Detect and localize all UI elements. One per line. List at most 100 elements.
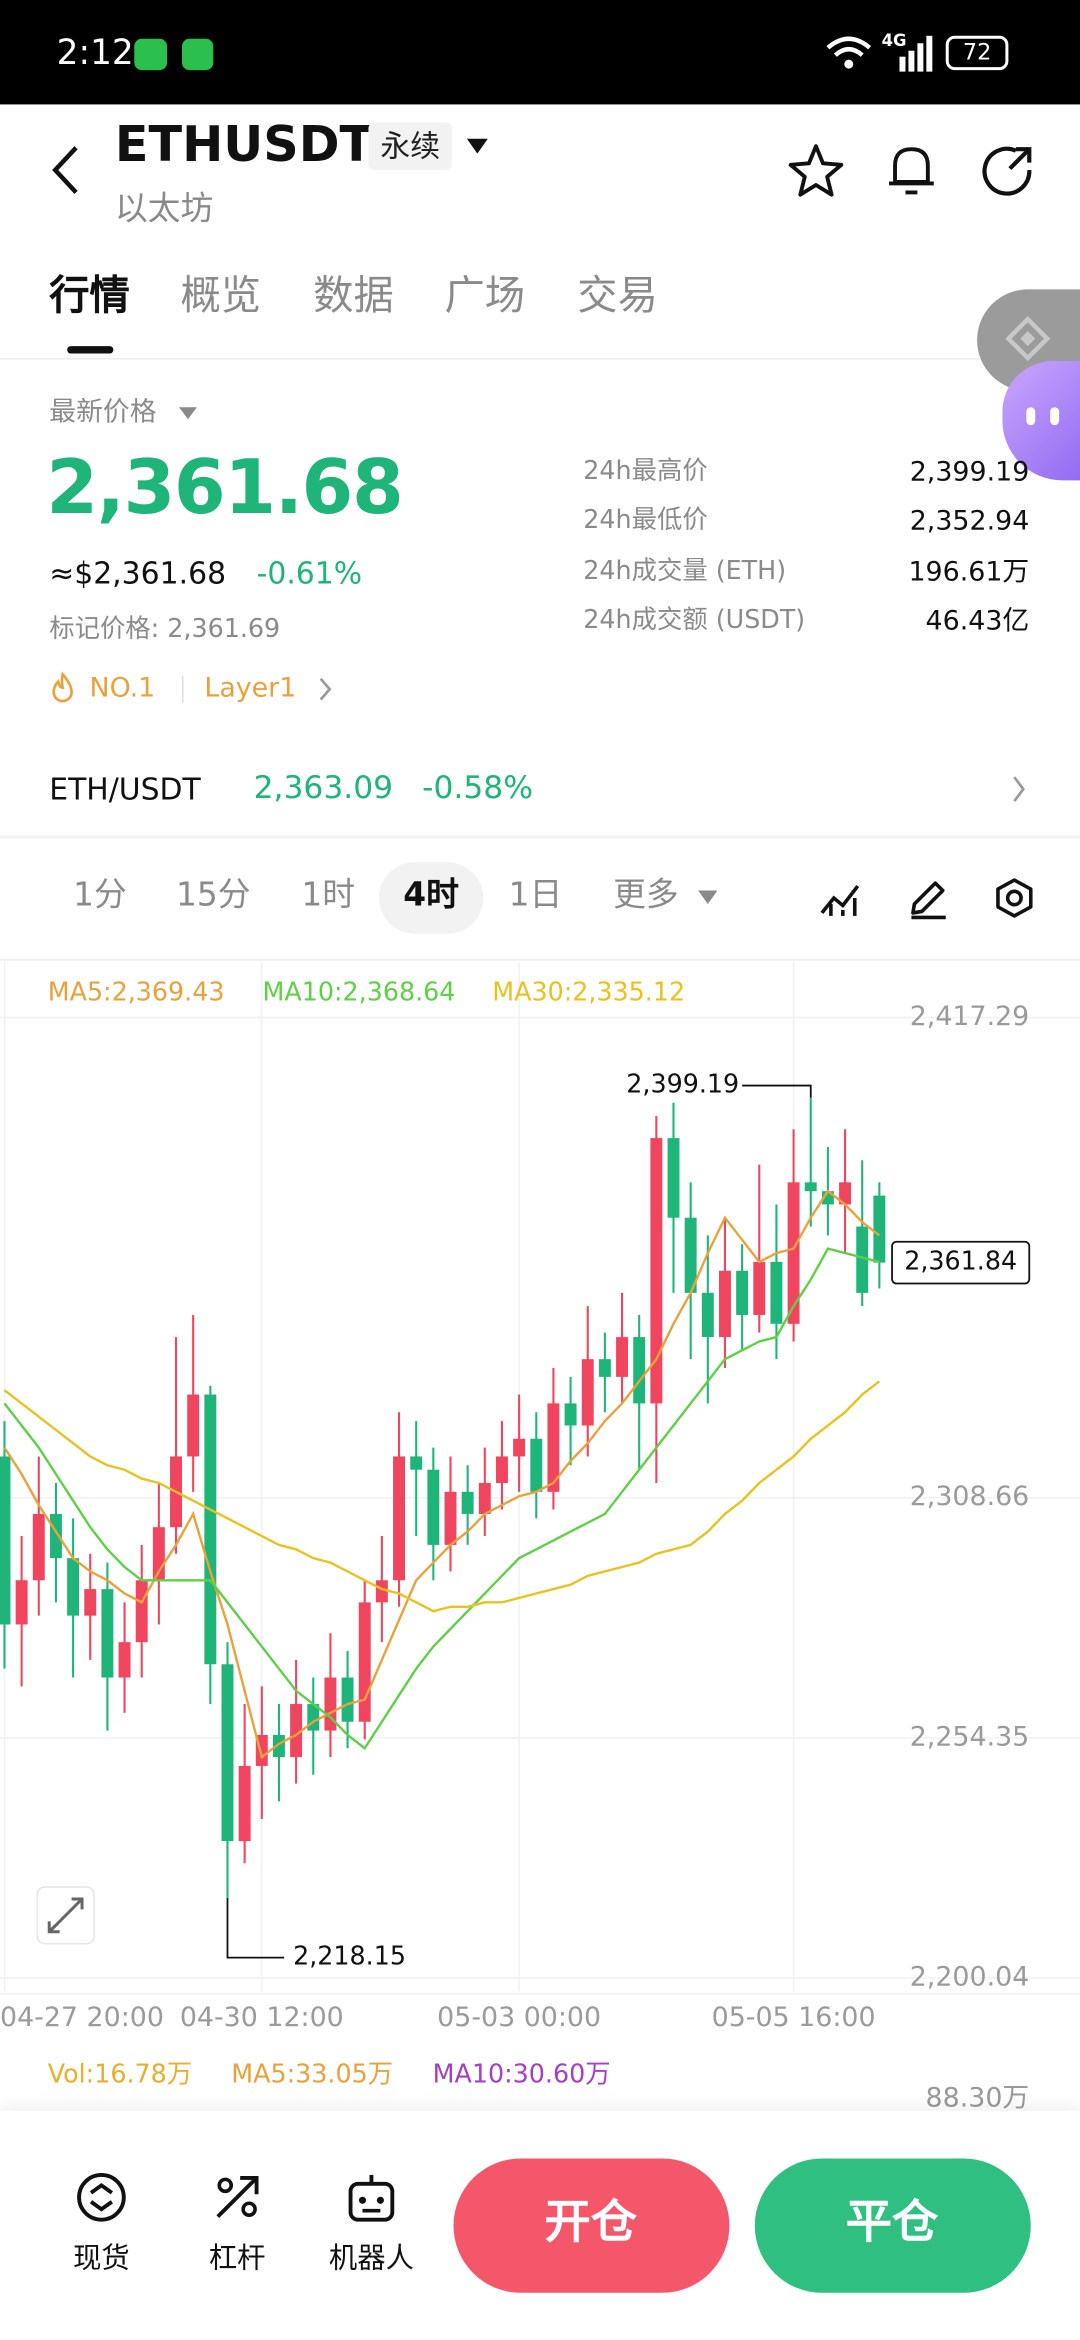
timeframe-option[interactable]: 1分 <box>73 877 127 915</box>
candle-body <box>564 1403 577 1426</box>
sector-tag[interactable]: Layer1 <box>204 672 297 705</box>
divider <box>0 959 1080 961</box>
timeframe-option[interactable]: 15分 <box>176 877 251 915</box>
spot-change: -0.58% <box>422 769 533 806</box>
max-label: 2,399.19 <box>626 1069 739 1099</box>
candle-body <box>821 1191 834 1205</box>
status-time: 2:12 <box>56 34 134 74</box>
symbol-title: ETHUSDT <box>114 114 374 174</box>
volume-ma5-legend: MA5:33.05万 <box>231 2060 394 2090</box>
candlestick-chart: 2,417.29 2,308.66 2,254.35 2,200.04 04-27 20… <box>0 962 1080 2033</box>
draw-button[interactable] <box>907 877 949 920</box>
stat-value: 2,399.19 <box>909 456 1030 488</box>
tab[interactable]: 数据 <box>313 272 394 320</box>
candle-body <box>187 1394 200 1457</box>
wifi-icon <box>826 36 872 69</box>
divider <box>0 358 1080 360</box>
settings-button[interactable] <box>993 877 1035 919</box>
candle-body <box>839 1182 852 1205</box>
symbol-dropdown[interactable] <box>466 138 488 154</box>
contract-badge <box>368 122 452 171</box>
legend-entry: MA5:2,369.43 <box>48 976 225 1006</box>
nav-label[interactable]: 杠杆 <box>208 2242 266 2275</box>
candle-body <box>513 1438 526 1457</box>
candle-body <box>461 1491 474 1514</box>
open-position-button[interactable] <box>453 2158 730 2293</box>
candle-body <box>770 1261 783 1324</box>
stat-value: 2,352.94 <box>909 506 1030 538</box>
min-pointer <box>226 1897 285 1959</box>
candle-body <box>753 1261 766 1315</box>
timeframe-option[interactable]: 1时 <box>301 877 356 915</box>
candle-body <box>873 1195 886 1263</box>
candle-body <box>650 1138 663 1404</box>
max-pointer <box>742 1084 812 1098</box>
candle-body <box>495 1456 508 1483</box>
candle-body <box>290 1704 303 1758</box>
price-label-dropdown[interactable] <box>179 407 197 420</box>
timeframe-option[interactable]: 1日 <box>508 877 563 915</box>
candle-body <box>84 1589 97 1616</box>
y-tick-label: 2,308.66 <box>910 1481 1030 1512</box>
last-price-box <box>891 1240 1031 1285</box>
stat-value: 46.43亿 <box>925 605 1030 638</box>
candle-body <box>856 1226 869 1293</box>
price-label: 最新价格 <box>49 396 157 429</box>
candle-body <box>49 1513 62 1559</box>
spot-price: 2,363.09 <box>253 769 394 806</box>
close-position-button[interactable] <box>754 2158 1031 2293</box>
x-tick-label: 05-05 16:00 <box>712 2002 876 2033</box>
tag-separator <box>181 675 184 703</box>
y-tick-label: 2,200.04 <box>910 1961 1030 1992</box>
timeframe-option[interactable]: 4时 <box>403 877 459 915</box>
favorite-button[interactable] <box>788 143 844 197</box>
more-timeframes[interactable]: 更多 <box>613 877 679 915</box>
status-bar <box>0 0 1080 105</box>
candle-body <box>67 1558 80 1616</box>
candle-body <box>0 1456 11 1625</box>
candle-body <box>667 1138 680 1218</box>
candle-body <box>221 1664 234 1842</box>
back-button[interactable] <box>48 143 84 197</box>
margin-nav-icon[interactable] <box>210 2170 264 2224</box>
candle-body <box>204 1394 217 1665</box>
candle-body <box>736 1270 749 1315</box>
nav-label[interactable]: 现货 <box>73 2242 130 2275</box>
tab[interactable]: 广场 <box>444 272 526 320</box>
indicator-button[interactable] <box>819 877 861 919</box>
candle-body <box>684 1217 697 1293</box>
ma-line <box>3 1247 880 1750</box>
alert-button[interactable] <box>886 143 937 197</box>
y-tick-label: 2,417.29 <box>910 1001 1030 1032</box>
rank-tag[interactable]: NO.1 <box>89 672 156 705</box>
last-price: 2,361.68 <box>46 444 404 532</box>
y-tick-label: 2,254.35 <box>910 1721 1030 1752</box>
legend-entry: MA30:2,335.12 <box>492 976 685 1006</box>
legend-entry: MA10:2,368.64 <box>263 976 456 1006</box>
candle-body <box>375 1580 388 1603</box>
candle-body <box>393 1456 405 1581</box>
spot-nav-icon[interactable] <box>75 2170 129 2224</box>
tab[interactable]: 概览 <box>180 272 262 320</box>
contract-type: 永续 <box>380 128 441 165</box>
candle-body <box>255 1734 268 1766</box>
divider <box>0 1992 1080 1995</box>
share-button[interactable] <box>982 145 1034 196</box>
asset-name: 以太坊 <box>114 190 214 229</box>
rank-fire-icon <box>52 671 73 703</box>
tab[interactable]: 交易 <box>577 272 658 320</box>
candle-body <box>530 1438 543 1492</box>
bot-nav-icon[interactable] <box>345 2170 399 2224</box>
candle-body <box>719 1270 731 1338</box>
candle-body <box>701 1292 714 1338</box>
assistant-eye <box>1050 407 1060 426</box>
candle-body <box>341 1677 354 1722</box>
open-position-label: 开仓 <box>544 2195 637 2250</box>
sector-chevron <box>319 677 332 701</box>
tab[interactable]: 行情 <box>49 272 130 320</box>
price-change: -0.61% <box>256 554 363 591</box>
candle-body <box>547 1403 560 1492</box>
assistant-eye <box>1026 407 1036 426</box>
nav-label[interactable]: 机器人 <box>328 2242 414 2275</box>
expand-chart-button[interactable] <box>36 1886 95 1945</box>
